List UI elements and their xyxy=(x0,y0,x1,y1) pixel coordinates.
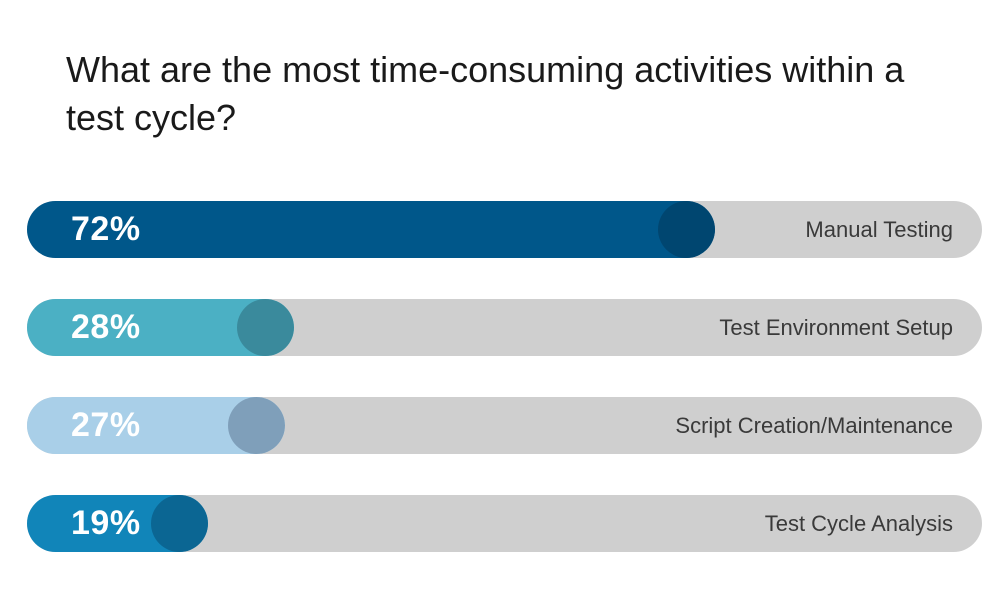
bar-fill-test-cycle-analysis xyxy=(27,495,209,552)
category-label-script-creation-maintenance: Script Creation/Maintenance xyxy=(675,413,953,438)
value-label-test-environment-setup: 28% xyxy=(71,308,141,346)
bar-row-manual-testing: 72% Manual Testing xyxy=(27,201,982,258)
bar-end-cap xyxy=(151,495,209,552)
value-label-script-creation-maintenance: 27% xyxy=(71,406,141,444)
bar-end-cap xyxy=(657,201,715,258)
bar-row-test-environment-setup: 28% Test Environment Setup xyxy=(27,299,982,356)
bar-fill-script-creation-maintenance xyxy=(27,397,285,454)
chart-title: What are the most time-consuming activit… xyxy=(66,49,905,138)
bar-end-cap xyxy=(227,397,285,454)
category-label-test-environment-setup: Test Environment Setup xyxy=(719,315,953,340)
category-label-manual-testing: Manual Testing xyxy=(805,217,953,242)
bar-fill-manual-testing xyxy=(27,201,715,258)
bar-end-cap xyxy=(237,299,295,356)
category-label-test-cycle-analysis: Test Cycle Analysis xyxy=(764,511,953,536)
bar-chart: 72% Manual Testing 28% Test Environment … xyxy=(27,201,982,593)
value-label-test-cycle-analysis: 19% xyxy=(71,504,141,542)
bar-row-test-cycle-analysis: 19% Test Cycle Analysis xyxy=(27,495,982,552)
value-label-manual-testing: 72% xyxy=(71,210,141,248)
bar-row-script-creation-maintenance: 27% Script Creation/Maintenance xyxy=(27,397,982,454)
bar-fill-test-environment-setup xyxy=(27,299,295,356)
